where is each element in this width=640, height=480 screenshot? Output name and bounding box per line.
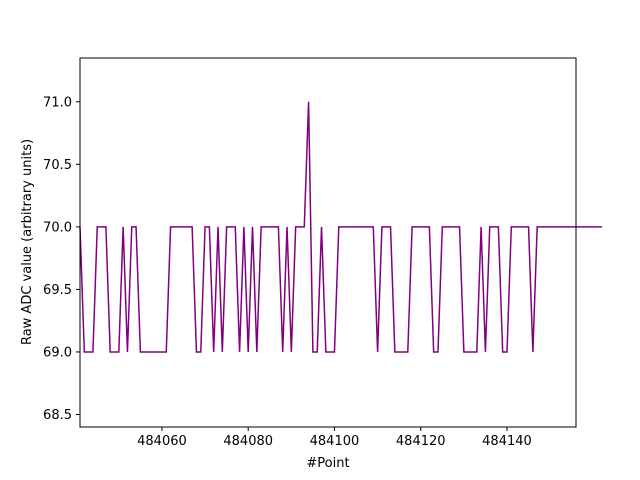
x-tick-label: 484080 bbox=[223, 434, 273, 449]
series-layer bbox=[79, 101, 602, 353]
x-axis-label: #Point bbox=[306, 456, 349, 471]
x-tick-label: 484100 bbox=[310, 434, 360, 449]
x-tick-label: 484140 bbox=[482, 434, 532, 449]
x-tick-label: 484120 bbox=[396, 434, 446, 449]
x-tick-label: 484060 bbox=[137, 434, 187, 449]
plot-area-background bbox=[80, 58, 576, 427]
y-tick-label: 70.0 bbox=[43, 220, 72, 235]
plot-frame bbox=[79, 57, 577, 428]
y-tick-label: 70.5 bbox=[43, 158, 72, 173]
y-tick-label: 71.0 bbox=[43, 95, 72, 110]
x-axis-ticks: 484060 484080 484100 484120 484140 bbox=[137, 427, 532, 449]
y-tick-label: 69.5 bbox=[43, 283, 72, 298]
y-axis-label: Raw ADC value (arbitrary units) bbox=[20, 139, 35, 345]
series-line bbox=[79, 101, 602, 353]
y-axis-ticks: 68.5 69.0 69.5 70.0 70.5 71.0 bbox=[43, 95, 80, 423]
y-tick-label: 69.0 bbox=[43, 345, 72, 360]
y-tick-label: 68.5 bbox=[43, 408, 72, 423]
